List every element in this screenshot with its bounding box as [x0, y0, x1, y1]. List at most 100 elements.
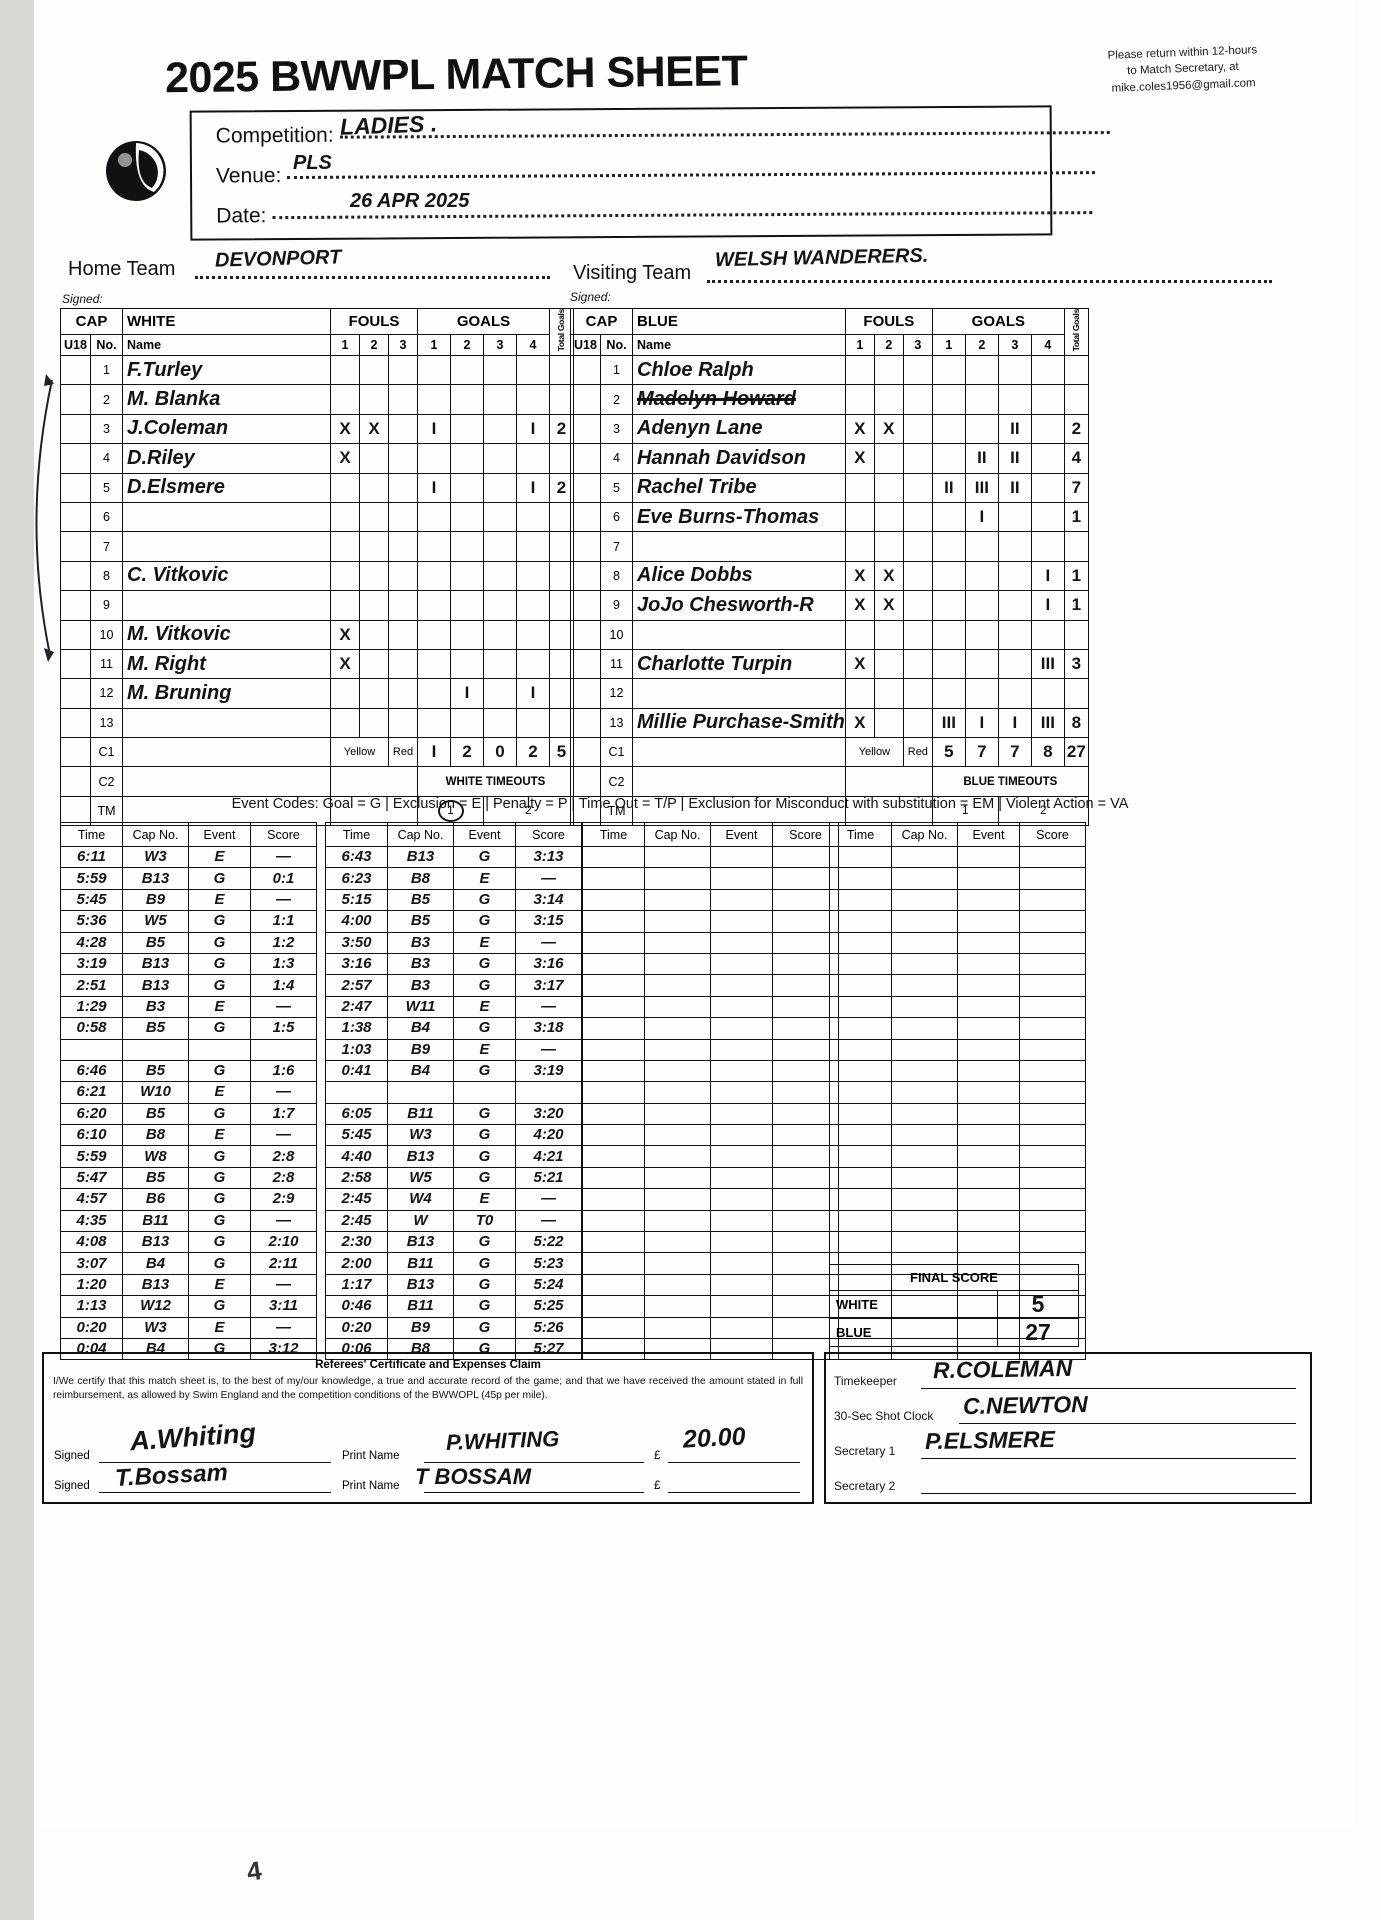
event-type-cell[interactable]: G — [188, 1145, 251, 1168]
event-type-cell[interactable] — [957, 974, 1020, 997]
goal-cell[interactable]: I — [997, 707, 1032, 739]
goal-cell[interactable]: I — [516, 413, 550, 445]
player-name-cell[interactable] — [122, 531, 331, 562]
goal-cell[interactable] — [417, 678, 451, 709]
u18-cell[interactable] — [60, 413, 91, 445]
total-goals-cell[interactable] — [1063, 354, 1089, 386]
event-time-cell[interactable]: 5:15 — [325, 888, 388, 912]
goal-cell[interactable] — [483, 590, 517, 621]
event-time-cell[interactable]: 1:17 — [325, 1273, 388, 1297]
foul-cell[interactable]: X — [330, 619, 360, 650]
event-type-cell[interactable]: G — [453, 1316, 516, 1339]
foul-cell[interactable] — [873, 354, 904, 386]
event-type-cell[interactable]: E — [188, 1273, 251, 1297]
foul-cell[interactable] — [902, 590, 933, 621]
event-score-cell[interactable]: — — [515, 931, 582, 954]
event-type-cell[interactable] — [710, 1316, 773, 1339]
foul-cell[interactable] — [388, 501, 418, 533]
event-type-cell[interactable]: G — [188, 974, 251, 997]
event-cap-cell[interactable] — [891, 867, 958, 890]
event-cap-cell[interactable]: W12 — [122, 1295, 189, 1318]
total-goals-cell[interactable]: 3 — [1063, 648, 1089, 680]
event-cap-cell[interactable]: B3 — [387, 931, 454, 954]
player-name-cell[interactable] — [632, 795, 846, 827]
goal-cell[interactable] — [417, 443, 451, 474]
event-time-cell[interactable] — [829, 845, 892, 869]
event-cap-cell[interactable] — [122, 1038, 189, 1061]
event-type-cell[interactable] — [710, 888, 773, 912]
foul-cell[interactable] — [388, 678, 418, 709]
u18-cell[interactable] — [570, 678, 601, 709]
event-score-cell[interactable] — [1019, 910, 1086, 933]
event-cap-cell[interactable]: B13 — [122, 974, 189, 997]
player-name-cell[interactable]: Millie Purchase-Smith — [632, 707, 846, 739]
event-cap-cell[interactable]: B5 — [387, 910, 454, 933]
total-goals-cell[interactable] — [549, 354, 574, 386]
event-time-cell[interactable] — [582, 1252, 645, 1275]
event-type-cell[interactable] — [710, 1166, 773, 1190]
goal-cell[interactable] — [483, 472, 517, 503]
goal-cell[interactable] — [417, 619, 451, 650]
goal-cell[interactable] — [450, 560, 484, 592]
foul-cell[interactable]: X — [330, 413, 360, 445]
goal-cell[interactable] — [516, 590, 550, 621]
goal-cell[interactable] — [483, 413, 517, 445]
player-name-cell[interactable] — [632, 531, 846, 562]
u18-cell[interactable] — [60, 354, 91, 386]
event-type-cell[interactable] — [188, 1038, 251, 1061]
event-cap-cell[interactable] — [891, 845, 958, 869]
foul-cell[interactable] — [844, 501, 875, 533]
goal-cell[interactable]: I — [964, 501, 999, 533]
foul-cell[interactable] — [902, 560, 933, 592]
event-score-cell[interactable]: 3:15 — [515, 910, 582, 933]
event-time-cell[interactable] — [60, 1038, 123, 1061]
u18-cell[interactable] — [60, 443, 91, 474]
event-time-cell[interactable]: 0:41 — [325, 1059, 388, 1083]
goal-cell[interactable] — [483, 384, 517, 415]
event-type-cell[interactable] — [710, 1081, 773, 1104]
event-type-cell[interactable] — [957, 1081, 1020, 1104]
event-time-cell[interactable] — [325, 1081, 388, 1104]
event-time-cell[interactable] — [582, 867, 645, 890]
goal-cell[interactable] — [450, 384, 484, 415]
event-type-cell[interactable] — [710, 931, 773, 954]
goal-cell[interactable] — [964, 648, 999, 680]
event-score-cell[interactable] — [1019, 1038, 1086, 1061]
event-score-cell[interactable]: 2:10 — [250, 1231, 317, 1254]
event-cap-cell[interactable]: B13 — [387, 845, 454, 869]
event-cap-cell[interactable]: B3 — [387, 952, 454, 976]
event-time-cell[interactable]: 6:10 — [60, 1124, 123, 1147]
goal-cell[interactable] — [931, 590, 966, 621]
u18-cell[interactable] — [570, 501, 601, 533]
event-type-cell[interactable] — [957, 1145, 1020, 1168]
event-type-cell[interactable] — [710, 1038, 773, 1061]
foul-cell[interactable] — [359, 472, 389, 503]
event-time-cell[interactable] — [582, 888, 645, 912]
goal-cell[interactable] — [964, 590, 999, 621]
player-name-cell[interactable] — [122, 590, 331, 621]
event-time-cell[interactable] — [582, 1209, 645, 1233]
goal-cell[interactable] — [483, 560, 517, 592]
goal-cell[interactable] — [483, 354, 517, 386]
event-score-cell[interactable]: — — [515, 1038, 582, 1061]
player-name-cell[interactable] — [632, 737, 846, 768]
total-goals-cell[interactable] — [549, 678, 574, 709]
goal-cell[interactable] — [931, 678, 966, 709]
event-time-cell[interactable]: 2:47 — [325, 995, 388, 1019]
event-cap-cell[interactable] — [891, 1209, 958, 1233]
event-cap-cell[interactable]: B13 — [122, 1231, 189, 1254]
goal-cell[interactable] — [450, 590, 484, 621]
goal-cell[interactable] — [450, 648, 484, 680]
goal-cell[interactable] — [997, 619, 1032, 650]
event-time-cell[interactable] — [829, 952, 892, 976]
event-time-cell[interactable]: 1:03 — [325, 1038, 388, 1061]
event-type-cell[interactable] — [710, 1252, 773, 1275]
goal-cell[interactable]: I — [1030, 560, 1065, 592]
event-cap-cell[interactable]: B13 — [122, 1273, 189, 1297]
event-score-cell[interactable] — [1019, 867, 1086, 890]
event-cap-cell[interactable]: B4 — [387, 1059, 454, 1083]
goal-cell[interactable]: I — [516, 678, 550, 709]
event-score-cell[interactable]: 1:6 — [250, 1059, 317, 1083]
event-time-cell[interactable] — [829, 931, 892, 954]
event-time-cell[interactable] — [582, 1038, 645, 1061]
